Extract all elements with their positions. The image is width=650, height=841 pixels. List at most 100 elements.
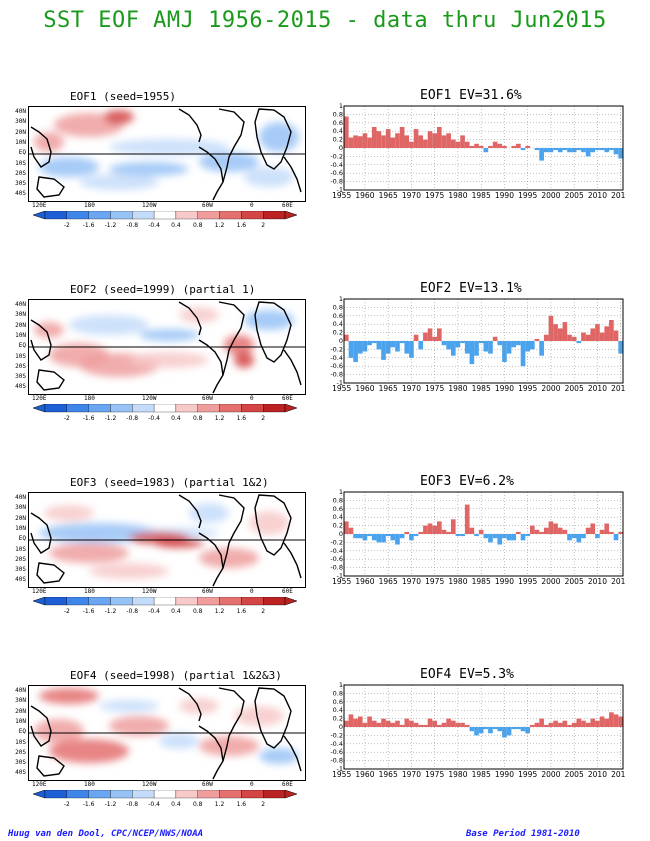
colorbar-segment — [66, 596, 89, 606]
ts-bar — [376, 722, 382, 727]
ts-bar — [371, 127, 377, 148]
lon-label: 120E — [32, 781, 47, 788]
colorbar-segment — [88, 403, 111, 413]
y-tick-label: 0.2 — [333, 136, 343, 144]
colorbar-label: 0.4 — [171, 608, 181, 615]
ts-bar — [530, 724, 535, 727]
ts-bar — [492, 534, 498, 539]
colorbar-label: 1.6 — [237, 801, 247, 808]
lon-label: 120W — [142, 781, 157, 788]
x-tick-label: 1995 — [518, 577, 537, 586]
continent-outline — [178, 687, 202, 722]
x-tick-label: 1960 — [355, 191, 374, 200]
lat-label: 30S — [15, 180, 26, 188]
sst-anomaly-blob — [159, 733, 199, 749]
y-tick-label: 0.8 — [333, 110, 343, 118]
sst-anomaly-blob — [199, 152, 259, 172]
ts-bar — [450, 341, 456, 356]
ts-frame — [343, 105, 624, 191]
lat-label: 10N — [15, 524, 26, 532]
ts-bar — [371, 341, 377, 344]
ts-bar — [576, 341, 582, 344]
sst-anomaly-blob — [49, 543, 129, 563]
ts-bar — [367, 341, 372, 346]
colorbar-arrow-left — [32, 210, 46, 220]
ts-bar — [371, 534, 377, 541]
x-tick-label: 2015 — [611, 191, 626, 200]
ts-bar — [404, 135, 410, 148]
ts-bar — [385, 129, 391, 148]
colorbar-segment — [153, 210, 177, 220]
ts-bar — [381, 534, 386, 543]
ts-bar — [464, 141, 470, 148]
y-tick-label: -0.6 — [330, 748, 343, 756]
sst-anomaly-blob — [34, 322, 64, 338]
lat-label: 20N — [15, 128, 26, 136]
ts-bar — [511, 341, 517, 348]
colorbar-segment — [110, 596, 133, 606]
colorbar-segment — [153, 403, 177, 413]
colorbar: -2 -1.6 -1.2 -0.8 -0.4 0.4 0.8 1.2 1.6 2 — [32, 596, 303, 619]
colorbar-label: 0.4 — [171, 415, 181, 422]
lat-label: 10N — [15, 331, 26, 339]
x-tick-label: 1995 — [518, 384, 537, 393]
ts-bar — [553, 148, 558, 151]
x-tick-label: 2015 — [611, 577, 626, 586]
y-tick-label: -0.6 — [330, 169, 343, 177]
ts-bar — [502, 341, 507, 362]
colorbar-label: -0.8 — [126, 608, 138, 615]
x-tick-label: 2010 — [588, 191, 607, 200]
ts-bar — [511, 727, 517, 730]
continent-outline — [36, 755, 65, 777]
ts-bar — [502, 534, 507, 539]
colorbar-label: -0.8 — [126, 415, 138, 422]
ts-bar — [413, 534, 419, 537]
sst-anomaly-blob — [109, 139, 229, 155]
continent-outline — [178, 494, 202, 529]
ts-bar — [553, 523, 558, 534]
ts-bar — [344, 720, 349, 727]
x-tick-label: 2000 — [541, 191, 560, 200]
ts-chart: 1 0.8 0.6 0.4 0.2 0 -0.2 -0.4 -0.6 -0.8 -1 1955 1960… — [330, 488, 630, 638]
colorbar-segment — [153, 789, 177, 799]
sst-anomaly-blob — [39, 688, 99, 704]
ts-bar — [543, 527, 549, 534]
ts-bar — [409, 341, 414, 358]
y-tick-label: 0.2 — [333, 715, 343, 723]
ts-title: EOF3 EV=6.2% — [420, 474, 514, 489]
x-tick-label: 2010 — [588, 770, 607, 779]
ts-bar — [437, 724, 442, 727]
eof-map-svg — [29, 687, 305, 780]
colorbar-label: 0.8 — [193, 222, 203, 229]
colorbar-label: 2 — [261, 222, 265, 229]
lon-label: 0 — [250, 202, 254, 209]
continent-outline — [198, 146, 224, 183]
lat-label: EQ — [18, 728, 26, 736]
ts-bar — [530, 341, 535, 350]
ts-bar — [599, 716, 605, 727]
colorbar-segment — [241, 596, 264, 606]
colorbar-label: 0.8 — [193, 415, 203, 422]
continent-outline — [36, 369, 65, 391]
y-tick-label: 0 — [339, 530, 343, 538]
ts-bar — [590, 148, 596, 153]
sst-anomaly-blob — [34, 132, 64, 152]
continent-outline — [198, 339, 224, 376]
ts-bar — [595, 720, 600, 727]
colorbar-segment — [263, 789, 286, 799]
colorbar-label: 0.8 — [193, 608, 203, 615]
x-tick-label: 1975 — [425, 577, 444, 586]
colorbar-segment — [219, 210, 242, 220]
lat-label: 20N — [15, 321, 26, 329]
ts-bar — [385, 534, 391, 537]
ts-bar — [469, 727, 475, 732]
lat-label: 10S — [15, 545, 26, 553]
colorbar-label: -0.8 — [126, 222, 138, 229]
ts-bar — [516, 143, 521, 148]
y-tick-label: -0.2 — [330, 345, 343, 353]
ts-bar — [483, 148, 489, 153]
ts-chart: 1 0.8 0.6 0.4 0.2 0 -0.2 -0.4 -0.6 -0.8 -1 1955 1960… — [330, 295, 630, 445]
ts-title: EOF4 EV=5.3% — [420, 667, 514, 682]
lat-label: 20S — [15, 169, 26, 177]
